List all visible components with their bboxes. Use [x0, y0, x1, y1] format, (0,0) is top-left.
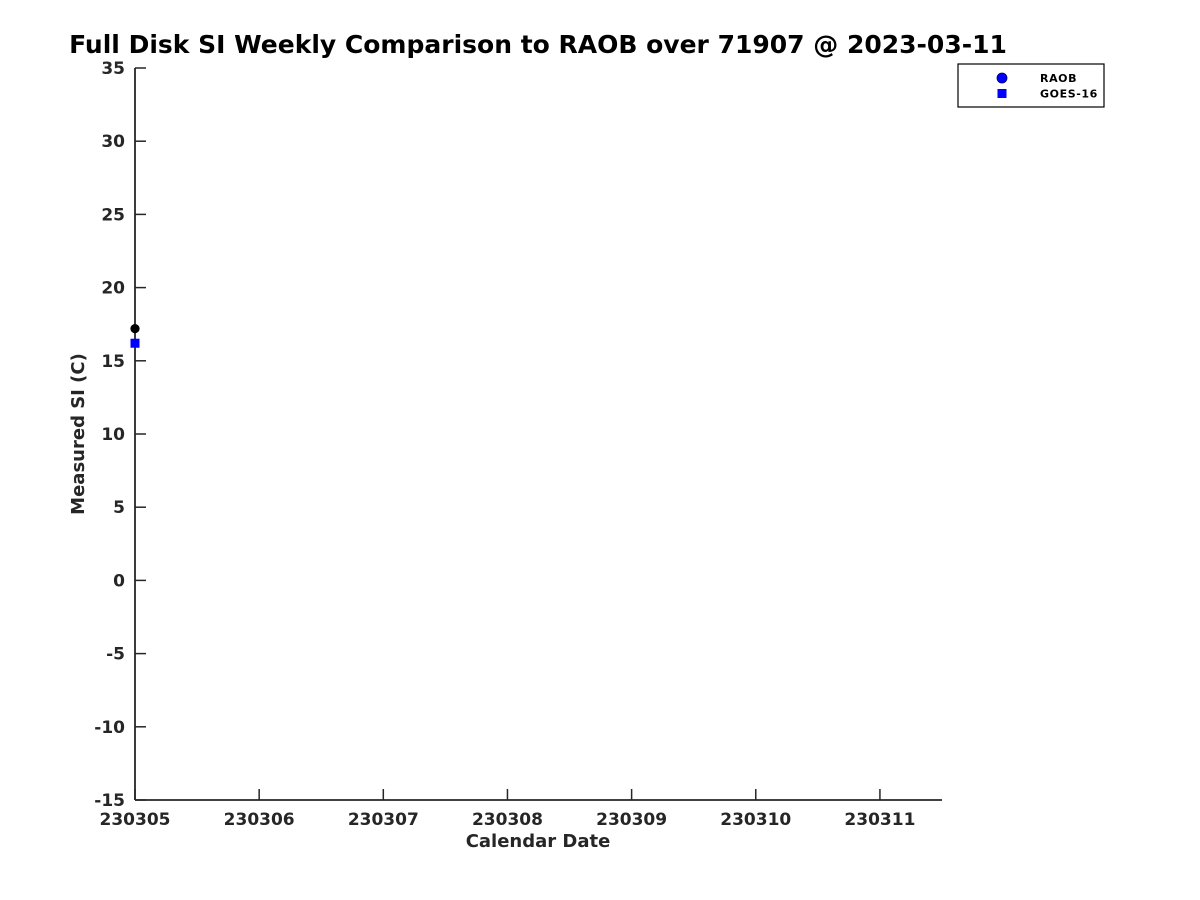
y-tick-label: 0 [113, 571, 125, 591]
y-tick-label: -15 [94, 791, 125, 811]
y-tick-label: 5 [113, 498, 125, 518]
y-tick-label: 35 [101, 59, 125, 79]
data-point-raob [130, 323, 140, 334]
x-tick-label: 230311 [844, 810, 915, 830]
y-tick-label: 25 [101, 205, 125, 225]
axes: 230305 230306 230307 230308 230309 230310 2303… [94, 59, 942, 830]
legend-label: RAOB [1040, 72, 1077, 85]
x-tick-label: 230306 [224, 810, 295, 830]
y-axis-label: Measured SI (C) [68, 353, 89, 515]
y-tick-label: 30 [101, 132, 125, 152]
x-tick-label: 230305 [100, 810, 171, 830]
legend-label: GOES-16 [1040, 88, 1098, 101]
legend-marker-circle-icon [996, 72, 1008, 84]
x-tick-label: 230310 [720, 810, 791, 830]
x-tick-label: 230307 [348, 810, 419, 830]
y-tick-label: 15 [101, 352, 125, 372]
legend-box [957, 63, 1105, 108]
y-tick-label: -5 [106, 645, 125, 665]
y-tick-label: 10 [101, 425, 125, 445]
legend-marker-square-icon [997, 89, 1007, 98]
x-tick-label: 230309 [596, 810, 667, 830]
chart-title: Full Disk SI Weekly Comparison to RAOB o… [69, 30, 1007, 59]
y-tick-label: -10 [94, 718, 125, 738]
x-tick-label: 230308 [472, 810, 543, 830]
x-axis-label: Calendar Date [466, 831, 611, 852]
legend: RAOB GOES-16 [957, 63, 1105, 108]
data-points [130, 323, 140, 348]
data-point-goes-16 [130, 338, 140, 348]
y-tick-label: 20 [101, 279, 125, 299]
